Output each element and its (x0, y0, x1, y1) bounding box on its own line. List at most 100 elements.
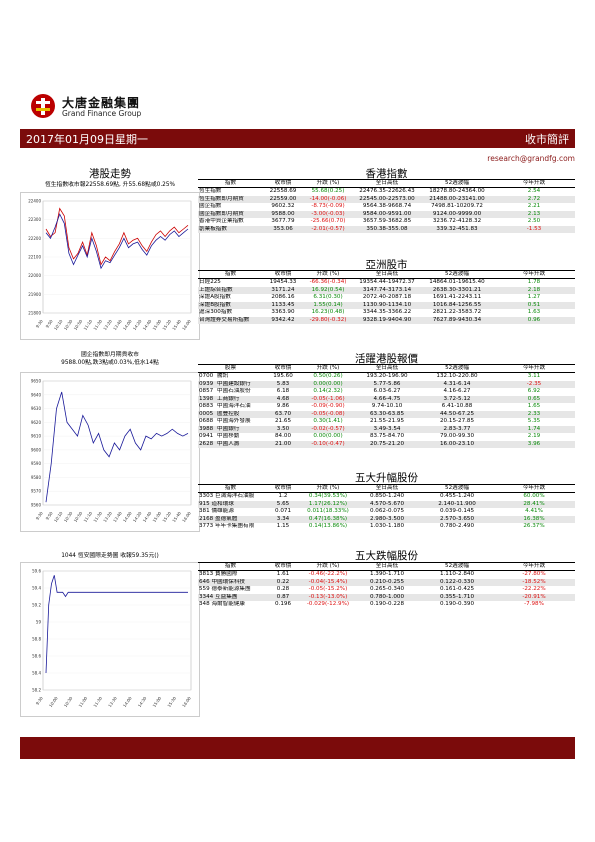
table-cell: 1.15 (276, 523, 290, 529)
table-row: 國企指數即月期貨 9588.00 -3.00(-0.03) 9584.00-9591.… (198, 210, 575, 218)
table-row: 2628 中國人壽 21.00 -0.10(-0.47) 20.75-21.20 16.0… (198, 440, 576, 448)
table-cell: 21.00 (263, 440, 304, 448)
hsi-chart: 22400 22300 22200 22100 22000 21900 21800 9:30 9… (20, 192, 200, 340)
table-row: 深證A股指數 2086.16 6.31(0.30) 2072.40-2087.18 16… (198, 294, 575, 302)
table-cell: 深證A股指數 (199, 294, 231, 300)
x-tick-label: 9:50 (44, 510, 54, 521)
table-cell: 0.14(13.86%) (308, 523, 348, 529)
table-cell: 3.96 (493, 440, 576, 448)
table-cell: 6.92 (527, 388, 541, 394)
table-header-cell: 收市價 (263, 562, 303, 571)
table-header-cell: 52週波幅 (421, 270, 493, 279)
table-row: 0688 中國海外發展 21.65 0.30(1.41) 21.55-21.95 20.1… (198, 418, 575, 426)
table-cell: 0.47(16.38%) (303, 515, 353, 523)
losers-table: 指數 收市價 升跌 (%) 全日高低 52週波幅 今年升跌 3813 寶勝國際 1.61 -0.… (198, 562, 575, 609)
x-tick-label: 16:00 (181, 318, 192, 331)
table-cell: 0.28 (276, 586, 290, 592)
table-cell: 創業板指數 (198, 225, 263, 233)
x-tick-label: 15:00 (152, 695, 163, 708)
table-cell: 2.21 (527, 203, 541, 209)
table-cell: 2.54 (527, 188, 541, 194)
table-cell: 匯豐控股 (216, 410, 264, 418)
table-row: 香港中資企業指數 3677.79 -25.66(0.70) 3657.59-3682.… (198, 218, 575, 226)
y-tick-label: 9640 (31, 392, 42, 397)
table-cell: 60.00% (523, 493, 545, 499)
table-cell: 132.10-220.80 (436, 373, 478, 379)
table-cell: 84.00 (275, 433, 292, 439)
table-row: 深證B股指數 1133.45 1.55(0.14) 1130.90-1134.10 10… (198, 301, 575, 309)
table-cell: 3363.90 (271, 309, 295, 315)
table-cell: -1.53 (493, 225, 575, 233)
x-tick-label: 10:30 (63, 510, 74, 523)
series-line (45, 207, 189, 266)
table-row: 恆生指數 22558.69 55.68(0.25) 22476.35-22626.43… (198, 188, 575, 196)
table-row: 0939 中國建設銀行 5.83 0.00(0.00) 5.77-5.86 4.31-6.… (198, 380, 576, 388)
y-tick-label: 58.4 (32, 671, 41, 676)
table-cell: 工商銀行 (216, 395, 264, 403)
hsi-chart-svg: 22400 22300 22200 22100 22000 21900 21800 9:30 9… (28, 199, 192, 332)
report-title: 收市簡評 (525, 133, 569, 146)
table-cell: 4.41% (525, 508, 543, 514)
table-cell: 0.190-0.228 (369, 601, 405, 607)
table-cell: 國企指數即月期貨 (198, 210, 263, 218)
table-cell: 0.039-0.145 (439, 508, 475, 514)
table-cell: 1.55(0.14) (303, 301, 353, 309)
table-cell: 79.00-99.30 (439, 433, 475, 439)
x-tick-label: 16:00 (181, 695, 192, 708)
table-header-cell: 52週波幅 (421, 364, 494, 373)
footer-bar (20, 737, 575, 759)
table-cell: 16.38% (493, 515, 575, 523)
table-row: 恆生指數即月期貨 22559.00 -14.00(-0.06) 22545.00-22… (198, 195, 575, 203)
table-cell: 中國人壽 (216, 440, 264, 448)
table-cell: 63.30-63.85 (353, 410, 422, 418)
table-cell: 1.74 (493, 425, 576, 433)
x-tick-label: 10:10 (53, 318, 64, 331)
table-row: 滬深300指數 3363.90 16.23(0.48) 3344.35-3366.22… (198, 309, 575, 317)
x-tick-label: 14:00 (122, 318, 133, 331)
table-cell: 9.86 (276, 403, 290, 409)
table-row: 3344 互益集團 0.87 -0.13(-13.0%) 0.780-1.000 0.3… (198, 593, 575, 601)
table-cell: 2072.40-2087.18 (362, 294, 412, 300)
series-line (45, 391, 189, 503)
table-header-cell: 收市價 (263, 484, 303, 493)
table-cell: 646 中國環保科技 (198, 578, 263, 586)
table-header-cell: 全日高低 (353, 562, 421, 571)
x-tick-label: 14:40 (142, 318, 153, 331)
table-cell: 9342.42 (263, 316, 303, 324)
table-cell: 0.00(0.00) (303, 380, 354, 388)
table-cell: 1.390-1.710 (369, 571, 405, 577)
plot-area (42, 380, 192, 506)
y-tick-label: 9570 (31, 489, 42, 494)
table-header-cell: 升跌 (%) (303, 364, 354, 373)
table-header-cell: 升跌 (%) (303, 484, 353, 493)
table-cell: 22545.00-22573.00 (353, 195, 421, 203)
table-header-cell: 今年升跌 (493, 179, 575, 188)
y-tick-label: 59.2 (32, 603, 41, 608)
table-cell: -7.98% (524, 601, 544, 607)
table-cell: 1.27 (527, 294, 541, 300)
y-tick-label: 58.2 (32, 688, 41, 693)
table-row: 0700 騰訊 195.60 0.50(0.26) 193.20-196.90 132.1… (198, 373, 575, 381)
x-tick-label: 14:40 (142, 510, 153, 523)
table-cell: -66.36(-0.34) (309, 279, 347, 285)
email-link[interactable]: research@grandfg.com (487, 154, 575, 163)
x-tick-label: 14:00 (122, 510, 133, 523)
table-cell: 3813 寶勝國際 (199, 571, 238, 577)
table-cell: 0.265-0.340 (369, 586, 405, 592)
table-cell: -8.73(-0.09) (311, 203, 345, 209)
table-cell: 3773 年年卡集團有限 (199, 523, 255, 529)
table-row: 3988 中國銀行 3.50 -0.02(-0.57) 3.49-3.54 2.83-3.… (198, 425, 576, 433)
table-cell: 4.68 (263, 395, 304, 403)
table-cell: 55.68(0.25) (311, 188, 345, 194)
y-tick-label: 9620 (31, 420, 42, 425)
table-cell: -20.91% (493, 593, 575, 601)
table-cell: 3.49-3.54 (353, 425, 422, 433)
table-cell: 深證B股指數 (198, 301, 263, 309)
table-header-cell: 今年升跌 (493, 364, 576, 373)
stock-chart-svg: 59.6 59.4 59.2 59 58.8 58.6 58.4 58.2 9:30 10:00 1… (32, 569, 192, 709)
table-cell: 國企指數 (199, 203, 222, 209)
table-cell: 7498.81-10209.72 (431, 203, 483, 209)
y-tick-label: 58.8 (32, 637, 41, 642)
report-date: 2017年01月09日星期一 (26, 133, 148, 146)
table-cell: 中國移動 (217, 433, 240, 439)
